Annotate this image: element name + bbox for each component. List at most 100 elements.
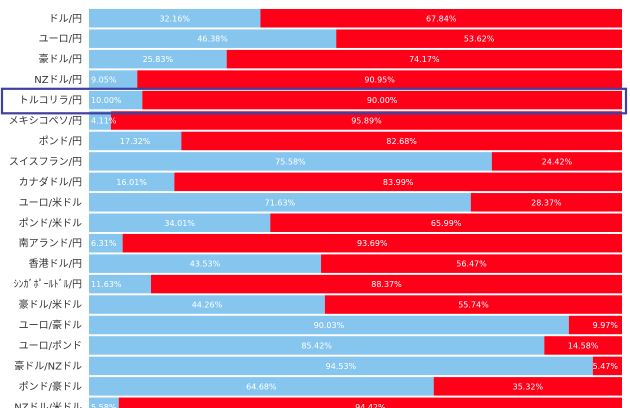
category-label: 南アランド/円 — [19, 237, 82, 250]
bar-right — [174, 172, 622, 192]
bar-right — [592, 356, 622, 376]
value-label-left: 11.63% — [91, 280, 122, 289]
value-label-left: 34.01% — [164, 219, 195, 228]
bar-right — [270, 213, 622, 232]
value-label-right: 24.42% — [542, 157, 573, 166]
value-label-left: 94.53% — [326, 362, 357, 371]
value-label-right: 65.99% — [431, 219, 462, 228]
category-label: ユーロ/ポンド — [19, 340, 82, 352]
bar-right — [110, 111, 622, 130]
bar-left — [89, 315, 569, 335]
value-label-left: 32.16% — [159, 14, 190, 23]
bar-left — [89, 356, 593, 376]
bar-left — [89, 29, 337, 48]
value-label-right: 28.37% — [531, 198, 562, 207]
bar-right — [226, 49, 623, 69]
value-label-left: 75.58% — [275, 157, 306, 166]
value-label-right: 83.99% — [383, 178, 414, 187]
bar-left — [89, 172, 175, 192]
value-label-left: 6.31% — [91, 239, 117, 248]
category-label: メキシコペソ/円 — [9, 116, 82, 127]
bar-left — [89, 397, 119, 408]
category-label: ユーロ/円 — [39, 34, 82, 45]
value-label-right: 55.74% — [458, 301, 489, 310]
value-label-left: 43.53% — [190, 260, 221, 269]
category-label: ポンド/豪ドル — [19, 380, 82, 393]
bar-left — [89, 111, 111, 130]
value-label-left: 44.26% — [192, 301, 223, 310]
bar-right — [181, 131, 622, 151]
category-label: ポンド/米ドル — [19, 216, 82, 229]
bar-right — [324, 295, 622, 314]
value-label-right: 35.32% — [513, 382, 544, 391]
value-label-right: 56.47% — [456, 260, 487, 269]
value-label-right: 82.68% — [386, 137, 417, 146]
category-label: ドル/円 — [49, 14, 82, 25]
value-label-right: 5.47% — [593, 362, 619, 371]
bar-left — [89, 9, 261, 28]
bar-left — [89, 49, 227, 69]
bar-right — [336, 29, 622, 48]
value-label-right: 74.17% — [409, 55, 440, 64]
category-label: 豪ドル/米ドル — [19, 298, 82, 311]
bar-left — [89, 377, 434, 396]
category-label: 香港ドル/円 — [29, 258, 82, 270]
value-label-right: 14.58% — [568, 341, 599, 350]
bar-left — [89, 131, 182, 151]
value-label-left: 90.03% — [314, 321, 345, 330]
bar-right — [260, 9, 622, 28]
value-label-right: 94.42% — [355, 403, 386, 408]
bar-right — [118, 397, 623, 408]
bar-left — [89, 233, 123, 253]
value-label-right: 67.84% — [426, 14, 457, 23]
value-label-left: 64.68% — [246, 382, 277, 391]
bar-left — [89, 336, 545, 355]
value-label-left: 25.83% — [143, 55, 174, 64]
bar-left — [89, 193, 471, 212]
value-label-right: 93.69% — [357, 239, 388, 248]
category-label: 豪ドル/円 — [39, 53, 82, 66]
bar-right — [321, 254, 622, 273]
bar-right — [544, 336, 622, 355]
value-label-right: 53.62% — [464, 35, 495, 44]
bar-right — [137, 70, 622, 89]
value-label-left: 5.58% — [91, 403, 117, 408]
value-label-left: 16.01% — [116, 178, 147, 187]
bar-left — [89, 70, 138, 89]
bar-right — [568, 315, 622, 335]
bar-right — [122, 233, 623, 253]
bar-left — [89, 152, 492, 171]
value-label-right: 95.89% — [351, 117, 382, 126]
bar-right — [433, 377, 622, 396]
value-label-left: 4.11% — [91, 117, 117, 126]
value-labels-group: 32.16% 67.84% 46.38% 53.62% 25.83% 74.17% 9.05… — [91, 14, 618, 408]
bar-right — [150, 274, 622, 294]
bar-right — [142, 90, 623, 110]
category-label: ｼﾝｶﾞﾎﾟｰﾙﾄﾞﾙ/円 — [14, 279, 82, 291]
value-label-left: 17.32% — [120, 137, 151, 146]
bar-right — [491, 152, 622, 171]
category-label: ポンド/円 — [39, 135, 82, 147]
category-label: カナダドル/円 — [19, 175, 82, 188]
value-label-left: 85.42% — [301, 341, 332, 350]
bar-left — [89, 90, 143, 110]
bar-right — [470, 193, 622, 212]
category-label: トルコリラ/円 — [19, 95, 82, 107]
value-label-right: 88.37% — [371, 280, 402, 289]
highlight-box — [0, 87, 628, 115]
bar-left — [89, 213, 271, 232]
value-label-left: 9.05% — [91, 76, 117, 85]
category-label: NZドル/円 — [34, 75, 82, 86]
value-label-left: 71.63% — [265, 198, 296, 207]
bars-group — [89, 9, 623, 408]
bar-left — [89, 295, 325, 314]
category-label: NZドル/米ドル — [14, 400, 82, 408]
category-label: ユーロ/豪ドル — [19, 319, 82, 332]
value-label-left: 46.38% — [197, 35, 228, 44]
bar-left — [89, 254, 322, 273]
bar-left — [89, 274, 151, 294]
value-label-right: 90.95% — [364, 76, 395, 85]
category-label: スイスフラン/円 — [9, 156, 82, 168]
